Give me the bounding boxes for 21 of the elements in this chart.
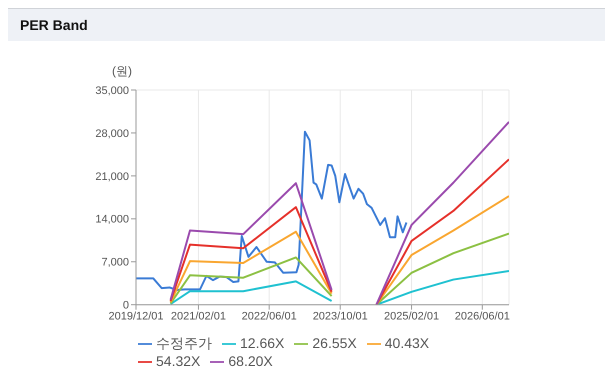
y-tick-label: 35,000	[95, 84, 129, 97]
legend-label: 12.66X	[240, 334, 284, 351]
y-tick-label: 14,000	[95, 214, 129, 226]
x-tick-label: 2019/12/01	[108, 310, 164, 323]
legend-label: 54.32X	[156, 352, 200, 369]
legend-label: 40.43X	[384, 334, 430, 351]
legend-label: 68.20X	[228, 352, 273, 369]
chart-title: PER Band	[20, 17, 88, 33]
line-series	[136, 130, 408, 291]
x-tick-label: 2025/02/01	[384, 310, 440, 323]
x-tick-label: 2022/06/01	[242, 310, 297, 323]
x-tick-label: 2021/02/01	[170, 310, 226, 323]
y-tick-label: 21,000	[95, 170, 129, 183]
y-tick-label: 28,000	[95, 128, 129, 140]
y-tick-label: 7,000	[101, 256, 129, 269]
x-tick-label: 2023/10/01	[312, 310, 368, 323]
y-axis-title: (원)	[112, 63, 132, 80]
y-tick-label: 0	[122, 300, 129, 312]
legend-label: 26.55X	[312, 334, 357, 351]
x-tick-label: 2026/06/01	[454, 310, 510, 323]
legend-label: 수정주가	[156, 334, 212, 351]
